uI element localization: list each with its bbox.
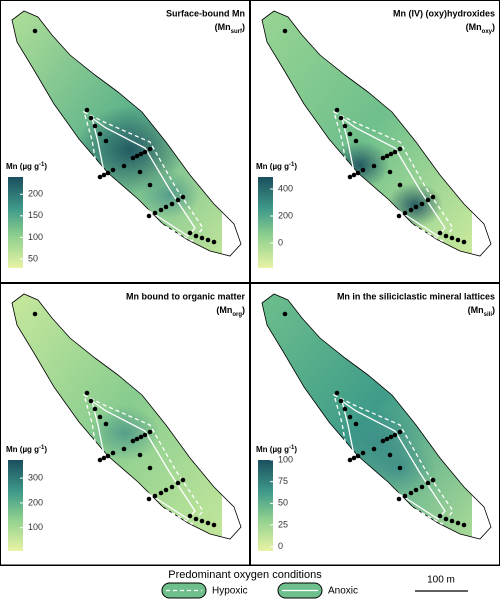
colorbar-tick-label: 100 [28, 522, 43, 532]
code-part: sili [484, 312, 493, 318]
colorbar [8, 460, 23, 551]
code-part: ) [492, 22, 495, 32]
label-part: -1 [39, 445, 45, 451]
label-part: -1 [39, 162, 45, 168]
legend-title: Predominant oxygen conditions [168, 569, 322, 581]
hypoxic-key [161, 582, 207, 599]
hotspot [140, 171, 200, 219]
colorbar-tick-label: 300 [28, 472, 43, 482]
label-part: ) [294, 162, 297, 171]
panel-code: (Mnsurf) [215, 22, 245, 34]
colorbar-tick-label: 25 [278, 519, 288, 529]
code-part: ) [242, 305, 245, 315]
legend-hypoxic: Hypoxic [212, 586, 248, 597]
code-part: ) [242, 22, 245, 32]
panel-code: (Mnorg) [216, 305, 245, 317]
panel-title: Mn in the siliciclastic mineral lattices [337, 291, 495, 301]
panel-title: Mn (IV) (oxy)hydroxides [393, 8, 495, 18]
anoxic-key [277, 582, 323, 599]
colorbar [258, 460, 273, 551]
panel-title: Surface-bound Mn [166, 8, 245, 18]
code-part: (Mn [215, 22, 231, 32]
colorbar-label: Mn (µg g-1) [6, 162, 47, 172]
panel-code: (Mnoxy) [466, 22, 495, 34]
code-part: (Mn [216, 305, 232, 315]
code-part: (Mn [468, 305, 484, 315]
map-panel: Mn bound to organic matter(Mnorg)Mn (µg … [0, 283, 250, 566]
colorbar-label: Mn (µg g-1) [6, 445, 47, 455]
panel-title: Mn bound to organic matter [126, 291, 245, 301]
colorbar-tick-label: 100 [278, 454, 293, 464]
code-part: (Mn [466, 22, 482, 32]
panel-code: (Mnsili) [468, 305, 495, 317]
label-part: Mn (µg g [256, 162, 289, 171]
label-part: -1 [289, 162, 295, 168]
map-panel: Mn (IV) (oxy)hydroxides(Mnoxy)Mn (µg g-1… [250, 0, 500, 283]
label-part: ) [294, 445, 297, 454]
colorbar-tick-label: 100 [28, 232, 43, 242]
label-part: -1 [289, 445, 295, 451]
label-part: ) [44, 162, 47, 171]
colorbar-tick-label: 200 [278, 210, 293, 220]
colorbar-tick-label: 75 [278, 476, 288, 486]
code-part: surf [231, 29, 243, 35]
colorbar-tick-label: 400 [278, 183, 293, 193]
code-part: org [232, 312, 242, 318]
map-panel: Mn in the siliciclastic mineral lattices… [250, 283, 500, 566]
label-part: Mn (µg g [6, 162, 39, 171]
scale-label: 100 m [427, 575, 455, 586]
code-part: ) [492, 305, 495, 315]
label-part: ) [44, 445, 47, 454]
code-part: oxy [482, 29, 493, 35]
colorbar-tick-label: 200 [28, 189, 43, 199]
colorbar-label: Mn (µg g-1) [256, 445, 297, 455]
colorbar [8, 177, 23, 268]
colorbar-tick-label: 0 [278, 237, 283, 247]
label-part: Mn (µg g [256, 445, 289, 454]
label-part: Mn (µg g [6, 445, 39, 454]
colorbar-tick-label: 50 [278, 498, 288, 508]
colorbar-tick-label: 50 [28, 253, 38, 263]
colorbar-tick-label: 150 [28, 210, 43, 220]
legend-anoxic: Anoxic [328, 586, 358, 597]
colorbar-tick-label: 200 [28, 497, 43, 507]
map-panel: Surface-bound Mn(Mnsurf)Mn (µg g-1)50100… [0, 0, 250, 283]
colorbar-label: Mn (µg g-1) [256, 162, 297, 172]
hotspot [90, 405, 160, 461]
colorbar-tick-label: 0 [278, 541, 283, 551]
colorbar [258, 177, 273, 268]
